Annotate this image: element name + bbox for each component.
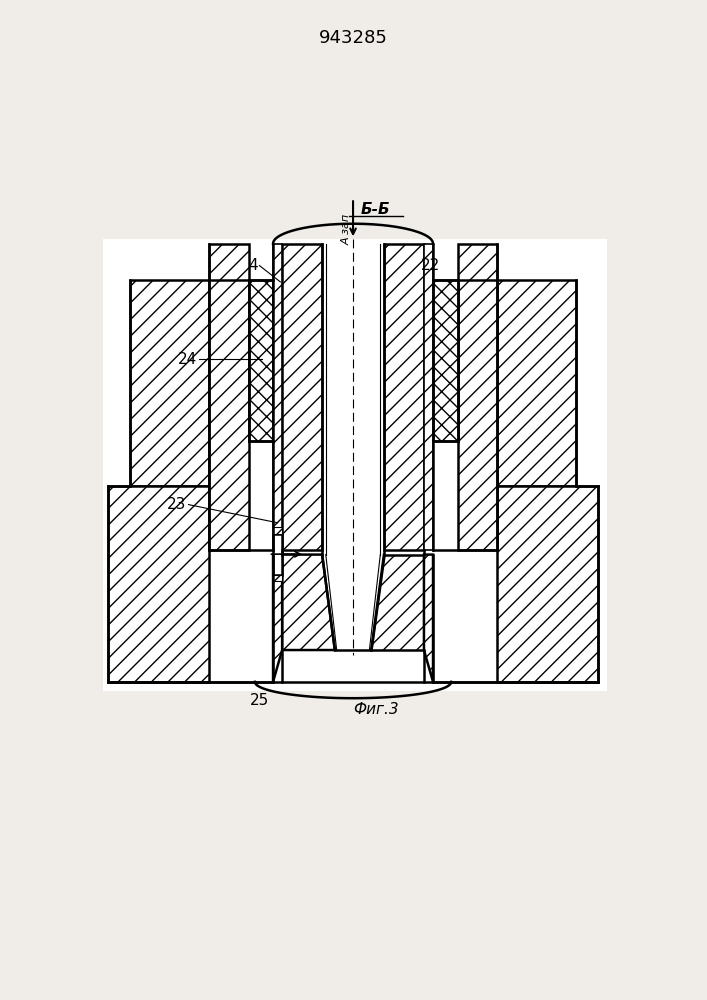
Polygon shape [282,555,335,650]
Polygon shape [249,280,273,441]
Polygon shape [424,555,433,682]
Text: 4: 4 [248,258,257,273]
Text: Б-Б: Б-Б [361,202,390,217]
Polygon shape [273,575,282,581]
Text: 943285: 943285 [319,29,388,47]
Polygon shape [103,239,607,691]
Polygon shape [326,555,380,650]
Polygon shape [433,280,457,441]
Polygon shape [326,244,380,555]
Polygon shape [273,527,282,534]
Polygon shape [273,534,282,575]
Text: 23: 23 [168,497,187,512]
Text: Фиг.3: Фиг.3 [353,702,399,717]
Text: 25: 25 [250,693,269,708]
Text: 22: 22 [421,258,440,273]
Polygon shape [457,244,496,550]
Polygon shape [209,244,249,550]
Polygon shape [424,244,433,550]
Polygon shape [107,486,209,682]
Polygon shape [496,280,575,486]
Text: 24: 24 [177,352,197,367]
Polygon shape [282,244,322,550]
Polygon shape [496,486,597,682]
Polygon shape [329,244,377,555]
Text: А зап: А зап [341,214,351,245]
Polygon shape [384,244,424,550]
Polygon shape [273,555,282,682]
Polygon shape [273,244,282,550]
Polygon shape [130,280,209,486]
Polygon shape [371,555,424,650]
